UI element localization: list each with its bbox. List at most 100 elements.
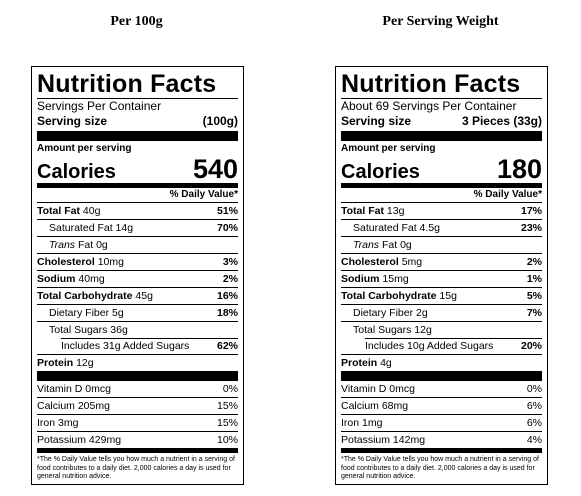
vitamin-dv: 6% <box>526 400 542 412</box>
nutrient-label: Total Carbohydrate <box>341 290 437 302</box>
serving-size-label: Serving size <box>341 114 412 128</box>
nutrient-dv: 70% <box>216 222 238 234</box>
left-column-heading: Per 100g <box>110 14 163 29</box>
thick-divider <box>341 371 542 381</box>
nutrient-amount: 12g <box>76 357 94 369</box>
vitamin-row-iron: Iron 1mg 6% <box>341 414 542 431</box>
vitamin-row-potassium: Potassium 142mg 4% <box>341 431 542 448</box>
thick-divider <box>37 371 238 381</box>
nutrient-row-trans-fat: Trans Fat 0g <box>37 236 238 253</box>
nutrient-row-total-carbohydrate: Total Carbohydrate 45g 16% <box>37 287 238 304</box>
vitamin-dv: 0% <box>526 383 542 395</box>
vitamins-section: Vitamin D 0mcg 0% Calcium 205mg 15% Iron… <box>37 381 238 448</box>
vitamin-label: Calcium 68mg <box>341 400 409 412</box>
nutrition-facts-title: Nutrition Facts <box>341 70 521 98</box>
nutrient-label: Cholesterol <box>341 256 399 268</box>
vitamin-dv: 0% <box>222 383 238 395</box>
servings-per-container: About 69 Servings Per Container <box>341 99 517 113</box>
daily-value-footnote: *The % Daily Value tells you how much a … <box>37 456 235 481</box>
nutrient-label: Sodium <box>37 273 76 285</box>
nutrient-label: Dietary Fiber 2g <box>353 307 428 319</box>
nutrient-row-total-carbohydrate: Total Carbohydrate 15g 5% <box>341 287 542 304</box>
nutrient-label: Total Fat <box>341 205 384 217</box>
vitamin-label: Potassium 142mg <box>341 434 426 446</box>
nutrient-row-protein: Protein 12g <box>37 354 238 371</box>
nutrient-label: Sodium <box>341 273 380 285</box>
vitamin-row-calcium: Calcium 68mg 6% <box>341 397 542 414</box>
nutrient-label: Total Fat <box>37 205 80 217</box>
amount-per-serving: Amount per serving <box>341 143 436 154</box>
divider <box>341 98 542 99</box>
vitamin-dv: 4% <box>526 434 542 446</box>
vitamin-label: Iron 3mg <box>37 417 79 429</box>
vitamin-row-vitamin-d: Vitamin D 0mcg 0% <box>341 381 542 397</box>
nutrient-label: Saturated Fat 4.5g <box>353 222 440 234</box>
nutrient-label: Total Sugars 12g <box>353 324 432 336</box>
nutrient-row-total-fat: Total Fat 13g 17% <box>341 202 542 219</box>
calories-label: Calories <box>37 161 116 183</box>
serving-size-row: Serving size (100g) <box>37 113 238 129</box>
nutrition-label-per-100g: Nutrition Facts Servings Per Container S… <box>31 66 244 485</box>
nutrient-row-protein: Protein 4g <box>341 354 542 371</box>
nutrient-dv: 62% <box>216 340 238 352</box>
vitamin-dv: 15% <box>216 400 238 412</box>
nutrient-row-added-sugars: Includes 10g Added Sugars 20% <box>341 338 542 354</box>
nutrient-dv: 51% <box>216 205 238 217</box>
nutrient-amount: 40g <box>82 205 101 217</box>
nutrient-dv: 1% <box>526 273 542 285</box>
nutrient-dv: 23% <box>520 222 542 234</box>
medium-divider <box>37 448 238 453</box>
nutrition-label-per-serving: Nutrition Facts About 69 Servings Per Co… <box>335 66 548 485</box>
nutrient-row-total-fat: Total Fat 40g 51% <box>37 202 238 219</box>
serving-size-value: 3 Pieces (33g) <box>461 114 542 128</box>
daily-value-header: % Daily Value* <box>169 189 238 200</box>
vitamin-dv: 15% <box>216 417 238 429</box>
nutrient-row-sodium: Sodium 40mg 2% <box>37 270 238 287</box>
daily-value-header: % Daily Value* <box>473 189 542 200</box>
vitamin-row-iron: Iron 3mg 15% <box>37 414 238 431</box>
nutrient-amount: 45g <box>135 290 153 302</box>
vitamin-dv: 10% <box>216 434 238 446</box>
amount-per-serving: Amount per serving <box>37 143 132 154</box>
calories-row: Calories 540 <box>37 155 238 183</box>
trans-rest: Fat 0g <box>77 239 108 251</box>
nutrient-row-trans-fat: Trans Fat 0g <box>341 236 542 253</box>
nutrition-facts-title: Nutrition Facts <box>37 70 217 98</box>
nutrient-row-sodium: Sodium 15mg 1% <box>341 270 542 287</box>
vitamin-label: Iron 1mg <box>341 417 383 429</box>
trans-label: Trans <box>353 239 380 251</box>
nutrient-label: Protein <box>37 357 74 369</box>
nutrient-label: Includes 31g Added Sugars <box>61 340 190 352</box>
medium-divider <box>341 448 542 453</box>
nutrient-amount: 15mg <box>382 273 409 285</box>
nutrient-dv: 2% <box>222 273 238 285</box>
nutrient-dv: 16% <box>216 290 238 302</box>
divider <box>37 98 238 99</box>
nutrient-dv: 18% <box>216 307 238 319</box>
thick-divider <box>37 131 238 141</box>
calories-value: 180 <box>496 154 542 184</box>
serving-size-label: Serving size <box>37 114 108 128</box>
nutrient-dv: 2% <box>526 256 542 268</box>
nutrient-label: Includes 10g Added Sugars <box>365 340 494 352</box>
serving-size-row: Serving size 3 Pieces (33g) <box>341 113 542 129</box>
servings-per-container: Servings Per Container <box>37 99 162 113</box>
trans-label: Trans <box>49 239 76 251</box>
calories-label: Calories <box>341 161 420 183</box>
vitamin-label: Calcium 205mg <box>37 400 110 412</box>
vitamin-row-potassium: Potassium 429mg 10% <box>37 431 238 448</box>
nutrient-row-dietary-fiber: Dietary Fiber 2g 7% <box>341 304 542 321</box>
vitamin-dv: 6% <box>526 417 542 429</box>
daily-value-footnote: *The % Daily Value tells you how much a … <box>341 456 539 481</box>
vitamin-row-calcium: Calcium 205mg 15% <box>37 397 238 414</box>
nutrient-amount: 10mg <box>97 256 124 268</box>
nutrient-row-total-sugars: Total Sugars 36g <box>37 321 238 338</box>
vitamin-label: Potassium 429mg <box>37 434 122 446</box>
nutrient-amount: 13g <box>386 205 405 217</box>
nutrient-row-saturated-fat: Saturated Fat 4.5g 23% <box>341 219 542 236</box>
nutrient-label: Cholesterol <box>37 256 95 268</box>
nutrient-label: Protein <box>341 357 378 369</box>
vitamins-section: Vitamin D 0mcg 0% Calcium 68mg 6% Iron 1… <box>341 381 542 448</box>
nutrient-label: Saturated Fat 14g <box>49 222 134 234</box>
nutrient-label: Total Carbohydrate <box>37 290 133 302</box>
